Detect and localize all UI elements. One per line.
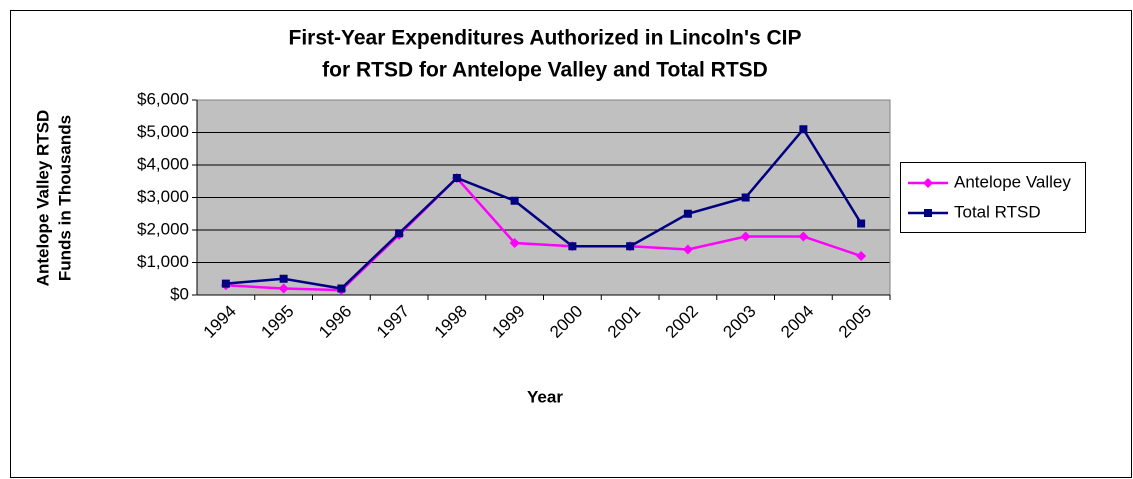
legend-box	[900, 162, 1086, 233]
data-point	[799, 125, 808, 134]
chart-title: for RTSD for Antelope Valley and Total R…	[322, 59, 768, 82]
series-line	[225, 176, 862, 292]
y-tick-label: $4,000	[137, 154, 189, 173]
y-axis-label: Antelope Valley RTSD	[33, 110, 52, 287]
y-tick-label: $6,000	[137, 89, 189, 108]
data-point	[857, 219, 866, 228]
y-tick-label: $0	[170, 284, 189, 303]
data-point	[740, 231, 751, 242]
data-point	[683, 209, 692, 218]
data-point	[626, 242, 635, 251]
data-point	[510, 196, 519, 205]
data-point	[741, 193, 750, 202]
legend-marker	[924, 209, 932, 217]
data-point	[221, 279, 230, 288]
legend-label: Total RTSD	[954, 202, 1041, 221]
y-tick-label: $2,000	[137, 219, 189, 238]
data-point	[278, 283, 289, 294]
legend-label: Antelope Valley	[954, 172, 1071, 191]
data-point	[337, 284, 346, 293]
y-tick-label: $5,000	[137, 122, 189, 141]
chart-title: First-Year Expenditures Authorized in Li…	[289, 27, 802, 50]
legend-marker	[923, 178, 933, 188]
data-point	[395, 229, 404, 238]
y-tick-label: $3,000	[137, 187, 189, 206]
data-point	[682, 244, 693, 255]
data-point	[568, 242, 577, 251]
x-axis-label: Year	[527, 387, 563, 406]
series-line	[225, 127, 863, 290]
y-tick-label: $1,000	[137, 252, 189, 271]
data-point	[279, 274, 288, 283]
data-point	[509, 238, 520, 248]
data-point	[798, 231, 809, 242]
data-point	[452, 174, 461, 182]
y-axis-label: Funds in Thousands	[55, 115, 74, 281]
data-point	[856, 251, 867, 261]
